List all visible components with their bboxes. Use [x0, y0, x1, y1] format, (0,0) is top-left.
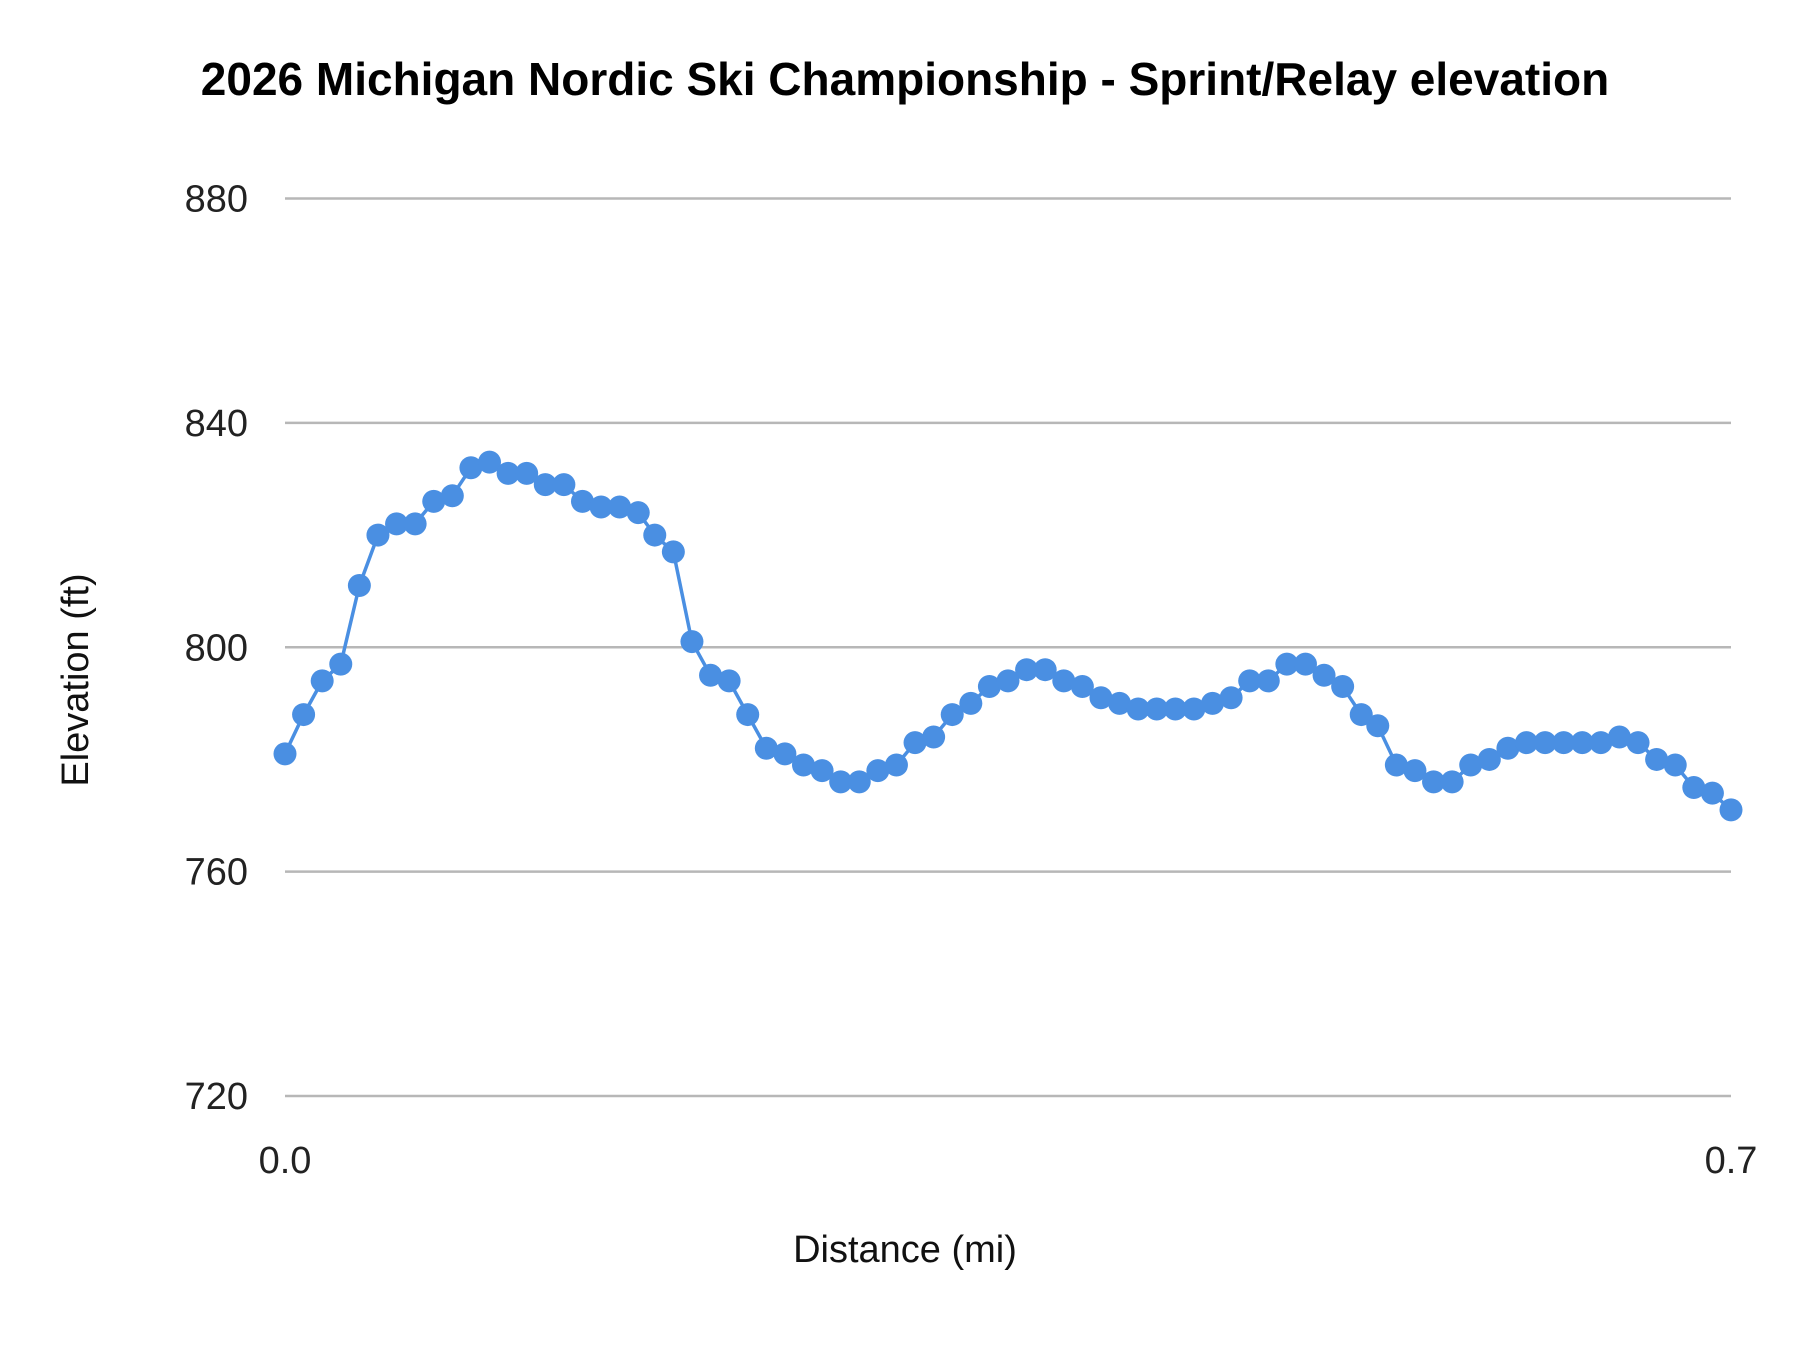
data-point [1219, 686, 1243, 710]
data-point [791, 753, 815, 777]
gridlines [285, 197, 1731, 1098]
data-point [1552, 731, 1576, 755]
data-point [903, 731, 927, 755]
data-point [1719, 798, 1743, 822]
data-point [1163, 697, 1187, 721]
data-point [1570, 731, 1594, 755]
data-point [1663, 753, 1687, 777]
x-axis-title: Distance (mi) [793, 1229, 1017, 1271]
data-point [661, 540, 685, 564]
data-point [884, 753, 908, 777]
data-point [717, 669, 741, 693]
y-tick-label: 760 [185, 852, 248, 894]
data-point [866, 759, 890, 783]
y-tick-label: 720 [185, 1076, 248, 1118]
data-point [496, 461, 520, 485]
data-point [273, 742, 297, 766]
data-point [552, 473, 576, 497]
data-point [1070, 675, 1094, 699]
data-point [1108, 691, 1132, 715]
data-point [1459, 753, 1483, 777]
y-tick-label: 800 [185, 627, 248, 669]
data-point [1403, 759, 1427, 783]
data-point [959, 691, 983, 715]
data-point [1256, 669, 1280, 693]
data-point [1477, 747, 1501, 771]
data-point [1015, 658, 1039, 682]
data-point [1331, 675, 1355, 699]
data-point [810, 759, 834, 783]
data-point [1126, 697, 1150, 721]
data-point [459, 456, 483, 480]
data-point [1533, 731, 1557, 755]
data-point [996, 669, 1020, 693]
data-point [310, 669, 334, 693]
data-point [1440, 770, 1464, 794]
data-point [589, 495, 613, 519]
data-point [1607, 725, 1631, 749]
data-point [1052, 669, 1076, 693]
data-point [1589, 731, 1613, 755]
data-point [847, 770, 871, 794]
data-point [1238, 669, 1262, 693]
data-point [626, 501, 650, 525]
data-point [1293, 652, 1317, 676]
data-point [643, 523, 667, 547]
data-point [570, 489, 594, 513]
data-point [1349, 703, 1373, 727]
data-point [440, 484, 464, 508]
data-point [515, 461, 539, 485]
data-point [478, 450, 502, 474]
data-point [1201, 691, 1225, 715]
data-point [403, 512, 427, 536]
data-point [608, 495, 632, 519]
data-point [754, 736, 778, 760]
data-point [533, 473, 557, 497]
x-tick-label: 0.0 [259, 1140, 312, 1182]
data-point [347, 574, 371, 598]
y-axis-ticks: 720 760 800 840 880 [185, 179, 248, 1119]
chart-title: 2026 Michigan Nordic Ski Championship - … [201, 53, 1609, 105]
data-point [1312, 663, 1336, 687]
data-point [829, 770, 853, 794]
data-point [385, 512, 409, 536]
data-point [1089, 686, 1113, 710]
x-axis-ticks: 0.0 0.7 [259, 1140, 1758, 1182]
data-point [1366, 714, 1390, 738]
data-point [1182, 697, 1206, 721]
x-tick-label: 0.7 [1705, 1140, 1758, 1182]
data-point [699, 663, 723, 687]
y-axis-title: Elevation (ft) [55, 573, 97, 786]
data-point [773, 742, 797, 766]
data-point [940, 703, 964, 727]
data-point [1422, 770, 1446, 794]
data-point [977, 675, 1001, 699]
elevation-series [273, 450, 1743, 822]
data-point [1682, 775, 1706, 799]
data-point [1514, 731, 1538, 755]
data-point [1275, 652, 1299, 676]
data-point [736, 703, 760, 727]
data-point [1626, 731, 1650, 755]
data-point [1645, 747, 1669, 771]
data-point [922, 725, 946, 749]
data-point [680, 630, 704, 654]
y-tick-label: 840 [185, 403, 248, 445]
data-point [1384, 753, 1408, 777]
data-point [1033, 658, 1057, 682]
data-point [1145, 697, 1169, 721]
data-point [329, 652, 353, 676]
data-point [1700, 781, 1724, 805]
y-tick-label: 880 [185, 179, 248, 221]
data-point [422, 489, 446, 513]
data-point [366, 523, 390, 547]
data-point [1496, 736, 1520, 760]
data-point [292, 703, 316, 727]
